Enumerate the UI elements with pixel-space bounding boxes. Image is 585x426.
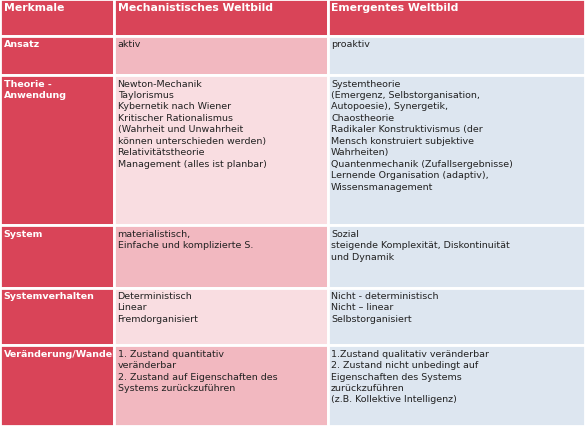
FancyBboxPatch shape — [0, 288, 114, 345]
Text: Theorie -
Anwendung: Theorie - Anwendung — [4, 79, 67, 100]
FancyBboxPatch shape — [114, 345, 328, 426]
Text: Newton-Mechanik
Taylorismus
Kybernetik nach Wiener
Kritischer Rationalismus
(Wah: Newton-Mechanik Taylorismus Kybernetik n… — [118, 79, 266, 168]
Text: Merkmale: Merkmale — [4, 3, 64, 13]
FancyBboxPatch shape — [114, 76, 328, 226]
FancyBboxPatch shape — [328, 37, 585, 76]
FancyBboxPatch shape — [114, 0, 328, 37]
FancyBboxPatch shape — [0, 37, 114, 76]
FancyBboxPatch shape — [0, 226, 114, 288]
FancyBboxPatch shape — [114, 226, 328, 288]
Text: aktiv: aktiv — [118, 40, 141, 49]
Text: System: System — [4, 229, 43, 238]
Text: Veränderung/Wandel: Veränderung/Wandel — [4, 349, 116, 358]
FancyBboxPatch shape — [328, 0, 585, 37]
Text: Emergentes Weltbild: Emergentes Weltbild — [331, 3, 459, 13]
FancyBboxPatch shape — [114, 37, 328, 76]
Text: Mechanistisches Weltbild: Mechanistisches Weltbild — [118, 3, 273, 13]
FancyBboxPatch shape — [328, 226, 585, 288]
FancyBboxPatch shape — [328, 76, 585, 226]
Text: Ansatz: Ansatz — [4, 40, 40, 49]
FancyBboxPatch shape — [0, 345, 114, 426]
FancyBboxPatch shape — [328, 345, 585, 426]
Text: Deterministisch
Linear
Fremdorganisiert: Deterministisch Linear Fremdorganisiert — [118, 291, 198, 323]
Text: 1.Zustand qualitativ veränderbar
2. Zustand nicht unbedingt auf
Eigenschaften de: 1.Zustand qualitativ veränderbar 2. Zust… — [331, 349, 489, 403]
FancyBboxPatch shape — [0, 0, 114, 37]
FancyBboxPatch shape — [328, 288, 585, 345]
Text: Systemtheorie
(Emergenz, Selbstorganisation,
Autopoesie), Synergetik,
Chaostheor: Systemtheorie (Emergenz, Selbstorganisat… — [331, 79, 513, 191]
FancyBboxPatch shape — [0, 76, 114, 226]
Text: Nicht - deterministisch
Nicht – linear
Selbstorganisiert: Nicht - deterministisch Nicht – linear S… — [331, 291, 439, 323]
Text: 1. Zustand quantitativ
veränderbar
2. Zustand auf Eigenschaften des
Systems zurü: 1. Zustand quantitativ veränderbar 2. Zu… — [118, 349, 277, 392]
Text: materialistisch,
Einfache und komplizierte S.: materialistisch, Einfache und komplizier… — [118, 229, 253, 250]
Text: Sozial
steigende Komplexität, Diskontinuität
und Dynamik: Sozial steigende Komplexität, Diskontinu… — [331, 229, 510, 261]
Text: Systemverhalten: Systemverhalten — [4, 291, 94, 300]
FancyBboxPatch shape — [114, 288, 328, 345]
Text: proaktiv: proaktiv — [331, 40, 370, 49]
